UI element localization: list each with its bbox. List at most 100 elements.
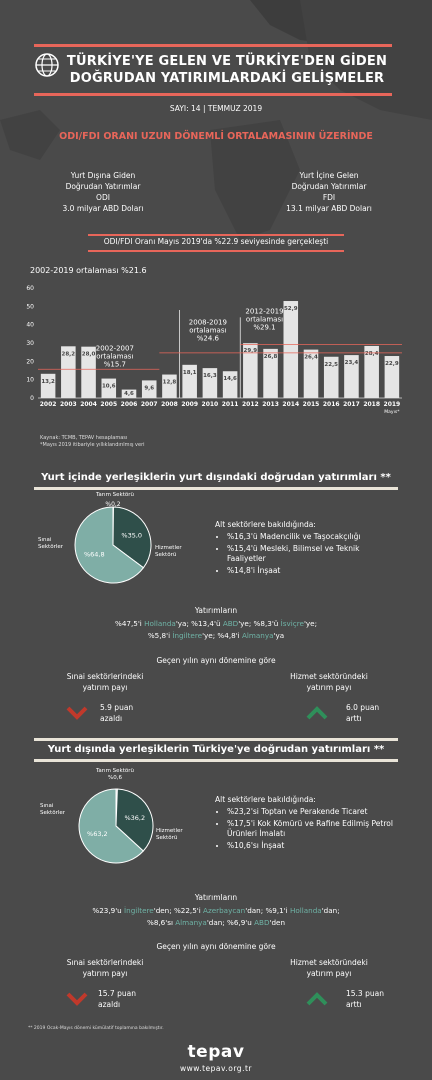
section2-top-rule [34, 738, 398, 741]
s1-compare: Geçen yılın aynı dönemine göre [156, 656, 276, 665]
pie-slice [112, 506, 152, 569]
ratio-banner: ODI/FDI Oranı Mayıs 2019'da %22.9 seviye… [103, 237, 329, 246]
s1-label-sinai-1: Sınai [38, 537, 52, 543]
bar [384, 356, 400, 398]
bar [202, 368, 218, 398]
s2-inv1-d: Azerbaycan [203, 906, 246, 915]
s1-label-hizmet-1: Hizmetler [155, 545, 182, 551]
s1-inv1-d: ABD [222, 619, 239, 628]
s1-inv1-g: 'ye; [303, 619, 318, 628]
s1-inv1-c: 'ya; %13,4'ü [175, 619, 223, 628]
s2-right-val-1: 15.3 puan [346, 989, 384, 998]
s1-subsectors: Alt sektörlere bakıldığında: %16,3'ü Mad… [215, 520, 395, 578]
s2-inv2-b: Almanya [175, 918, 207, 927]
s2-left-val-2: azaldı [98, 1000, 121, 1009]
bar [121, 389, 137, 398]
s2-left-l1: Sınai sektörlerindeki [66, 958, 144, 967]
bar [141, 380, 157, 398]
bar-value-label: 28,4 [365, 351, 379, 357]
bar-value-label: 14,6 [223, 376, 237, 382]
bar-value-label: 52,9 [284, 306, 298, 312]
x-tick-label: 2004 [80, 401, 97, 408]
footer-url[interactable]: www.tepav.org.tr [180, 1064, 252, 1073]
s2-label-sinai-1: Sınai [40, 803, 54, 809]
s1-down-arrow-icon [66, 706, 88, 720]
s2-inv2-e: 'den [269, 918, 285, 927]
bar-value-label: 16,3 [203, 373, 217, 379]
pie-slice [78, 788, 144, 864]
s2-inv2-a: %8,6'sı [147, 918, 176, 927]
odi-box: Yurt Dışına Giden Doğrudan Yatırımlar OD… [38, 170, 168, 214]
s1-left-l1: Sınai sektörlerindeki [66, 672, 144, 681]
s1-bullet-2: %15,4'ü Mesleki, Bilimsel ve Teknik Faal… [227, 544, 395, 564]
bar [222, 371, 238, 398]
bar [303, 349, 319, 398]
bar-value-label: 13,2 [41, 379, 55, 385]
s2-invest-title: Yatırımların [194, 893, 238, 902]
s1-inv1-a: %47,5'i [114, 619, 145, 628]
bar-value-label: 18,1 [183, 370, 197, 376]
bar-value-label: 22,9 [385, 361, 399, 367]
bar [162, 374, 177, 398]
pie-slice [115, 788, 154, 852]
y-tick-label: 50 [26, 303, 34, 310]
x-tick-label: 2002 [40, 401, 57, 408]
s2-inv1-f: Hollanda [289, 906, 322, 915]
fdi-line-1: Yurt İçine Gelen [299, 171, 359, 180]
s1-up-arrow-icon [306, 706, 328, 720]
s2-inv1-g: 'dan; [321, 906, 340, 915]
s2-left-label: Sınai sektörlerindeki yatırım payı [50, 957, 160, 979]
bar [323, 356, 339, 398]
x-tick-label: 2014 [282, 401, 299, 408]
bar-value-label: 10,6 [102, 384, 116, 390]
ratio-top-rule [88, 234, 344, 236]
s2-bullet-2: %17,5'i Kok Kömürü ve Rafine Edilmiş Pet… [227, 819, 400, 839]
bar-value-label: 29,9 [244, 348, 258, 354]
chart-title: 2002-2019 ortalaması %21.6 [30, 266, 147, 275]
s1-bullet-3: %14,8'i İnşaat [227, 566, 395, 576]
ratio-bottom-rule [88, 250, 344, 252]
s2-label-hizmet-1: Hizmetler [156, 828, 183, 834]
brand-logo: tepav [187, 1042, 245, 1062]
bar-value-label: 9,6 [144, 385, 154, 391]
s2-invest-line-2: %8,6'sı Almanya'dan; %6,9'u ABD'den [0, 918, 432, 927]
header-bottom-rule [34, 93, 392, 96]
s1-label-sinai: Sınai Sektörler [38, 537, 63, 551]
bar-value-label: 28,2 [62, 351, 76, 357]
x-tick-label: 2013 [262, 401, 279, 408]
s2-invest-line-1: %23,9'u İngiltere'den; %22,5'i Azerbayca… [0, 906, 432, 915]
period-annotation-text: 2002-2007 [96, 344, 134, 352]
y-tick-label: 10 [26, 377, 34, 384]
odi-fdi-bar-chart: 0 10 20 30 40 50 60 13,2 2002 28,2 2003 28,0 2004 10,… [26, 285, 402, 415]
x-tick-label: 2017 [343, 401, 360, 408]
s1-invest-title: Yatırımların [194, 606, 238, 615]
period-annotation-text: %29.1 [253, 324, 275, 332]
s1-inv2-b: İngiltere [172, 631, 203, 640]
x-tick-label: 2015 [303, 401, 320, 408]
s1-invest-line-1: %47,5'i Hollanda'ya; %13,4'ü ABD'ye; %8,… [0, 619, 432, 628]
bar [263, 348, 278, 398]
s2-down-arrow-icon [66, 992, 88, 1006]
x-tick-label: 2016 [323, 401, 340, 408]
bar [344, 355, 359, 398]
pie-value-label: %35,0 [121, 532, 142, 540]
s2-left-value: 15.7 puan azaldı [98, 988, 136, 1010]
s1-label-hizmet: Hizmetler Sektörü [155, 545, 182, 559]
period-annotation-text: ortalaması [96, 352, 133, 360]
s1-bullet-1: %16,3'ü Madencilik ve Taşocakçılığı [227, 532, 395, 542]
s2-inv1-b: İngiltere [124, 906, 154, 915]
s1-label-tarim: Tarım Sektörü [95, 492, 135, 498]
s2-label-hizmet: Hizmetler Sektörü [156, 828, 183, 842]
s2-inv1-c: 'den; %22,5'i [153, 906, 204, 915]
s1-inv2-e: 'ya [273, 631, 285, 640]
globe-icon [34, 52, 60, 78]
odi-line-2: Doğrudan Yatırımlar [65, 182, 141, 191]
period-annotation-text: 2008-2019 [189, 319, 227, 327]
s2-label-tarim: Tarım Sektörü %0,6 [70, 768, 160, 782]
section1-heading: Yurt içinde yerleşiklerin yurt dışındaki… [41, 472, 391, 483]
x-tick-note: Mayıs* [384, 409, 400, 415]
x-tick-label: 2007 [141, 401, 158, 408]
x-tick-label: 2012 [242, 401, 259, 408]
section2-heading: Yurt dışında yerleşiklerin Türkiye'ye do… [47, 744, 385, 755]
s1-left-l2: yatırım payı [82, 683, 128, 692]
